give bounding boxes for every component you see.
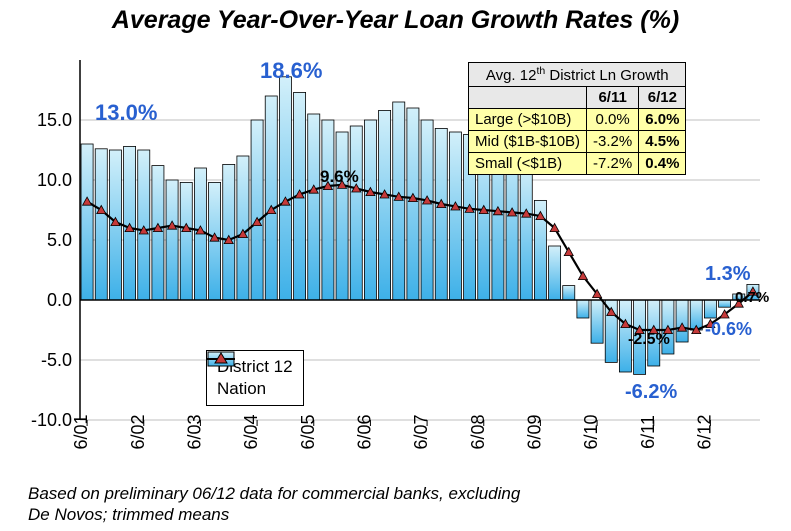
table-row: Small (<$1B) -7.2% 0.4% (469, 153, 686, 175)
svg-text:5.0: 5.0 (47, 230, 72, 250)
table-row: Large (>$10B) 0.0% 6.0% (469, 109, 686, 131)
table-col-611: 6/11 (587, 87, 639, 109)
legend-item-nation: Nation (217, 379, 293, 399)
svg-text:6/08: 6/08 (468, 414, 488, 449)
svg-text:6/06: 6/06 (354, 414, 374, 449)
growth-table: Avg. 12th District Ln Growth 6/11 6/12 L… (468, 62, 686, 175)
legend-label-nation: Nation (217, 379, 266, 399)
row-large-612: 6.0% (639, 109, 686, 131)
svg-text:18.6%: 18.6% (260, 58, 322, 83)
row-small-label: Small (<$1B) (469, 153, 587, 175)
svg-text:6/07: 6/07 (411, 414, 431, 449)
svg-text:6/03: 6/03 (184, 414, 204, 449)
svg-text:6/02: 6/02 (128, 414, 148, 449)
svg-text:-10.0: -10.0 (31, 410, 72, 430)
svg-text:6/10: 6/10 (581, 414, 601, 449)
svg-text:0.0: 0.0 (47, 290, 72, 310)
svg-text:6/01: 6/01 (71, 414, 91, 449)
svg-text:13.0%: 13.0% (95, 100, 157, 125)
svg-text:-5.0: -5.0 (41, 350, 72, 370)
svg-text:6/04: 6/04 (241, 414, 261, 449)
svg-text:6/09: 6/09 (524, 414, 544, 449)
svg-text:-0.6%: -0.6% (705, 319, 752, 339)
row-mid-611: -3.2% (587, 131, 639, 153)
row-small-611: -7.2% (587, 153, 639, 175)
svg-text:-6.2%: -6.2% (625, 381, 677, 403)
svg-text:6/11: 6/11 (638, 415, 658, 449)
svg-text:6/05: 6/05 (298, 414, 318, 449)
svg-text:9.6%: 9.6% (320, 167, 359, 186)
row-mid-label: Mid ($1B-$10B) (469, 131, 587, 153)
svg-text:-2.5%: -2.5% (628, 331, 670, 348)
footer-line1: Based on preliminary 06/12 data for comm… (28, 484, 520, 503)
legend: District 12 Nation (206, 350, 304, 406)
row-large-611: 0.0% (587, 109, 639, 131)
svg-text:6/12: 6/12 (694, 414, 714, 449)
table-blank-header (469, 87, 587, 109)
table-col-612: 6/12 (639, 87, 686, 109)
row-small-612: 0.4% (639, 153, 686, 175)
footer-note: Based on preliminary 06/12 data for comm… (28, 484, 520, 525)
row-mid-612: 4.5% (639, 131, 686, 153)
row-large-label: Large (>$10B) (469, 109, 587, 131)
svg-text:10.0: 10.0 (37, 170, 72, 190)
table-title: Avg. 12th District Ln Growth (469, 63, 686, 87)
table-row: Mid ($1B-$10B) -3.2% 4.5% (469, 131, 686, 153)
footer-line2: De Novos; trimmed means (28, 505, 229, 524)
svg-text:15.0: 15.0 (37, 110, 72, 130)
svg-text:0.7%: 0.7% (735, 289, 769, 306)
svg-text:1.3%: 1.3% (705, 263, 751, 285)
